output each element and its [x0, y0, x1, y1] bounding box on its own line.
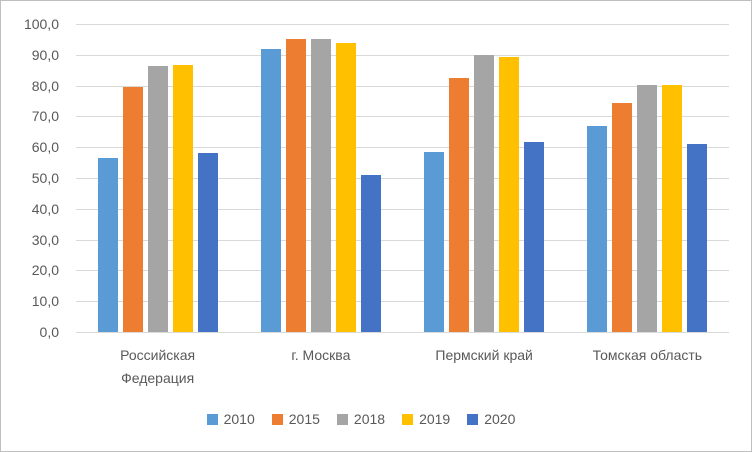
bar-2020-category-3 — [524, 141, 545, 332]
y-tick-label: 0,0 — [39, 324, 59, 340]
gridline — [76, 208, 729, 210]
gridline — [76, 239, 729, 241]
y-tick-label: 40,0 — [31, 200, 59, 217]
y-tick-label: 20,0 — [31, 262, 59, 279]
bar-2020-category-2 — [360, 174, 381, 332]
category-label: Пермский край — [435, 347, 533, 363]
legend-swatch-icon — [271, 413, 283, 425]
gridline — [76, 147, 729, 149]
bar-group-4 — [566, 24, 729, 332]
bar-2019-category-1 — [172, 64, 193, 332]
legend-item-2010: 2010 — [206, 411, 255, 427]
gridline — [76, 54, 729, 56]
gridline — [76, 85, 729, 87]
legend-label: 2020 — [484, 411, 516, 427]
legend-item-2018: 2018 — [336, 411, 386, 427]
gridline — [76, 116, 729, 118]
y-tick-label: 50,0 — [31, 170, 59, 186]
plot-area — [76, 24, 729, 333]
y-tick-label: 70,0 — [31, 108, 59, 125]
bar-2015-category-2 — [285, 39, 306, 332]
category-cell: г. Москва — [239, 344, 402, 390]
bar-2019-category-4 — [662, 84, 683, 332]
bar-2020-category-4 — [687, 144, 708, 332]
gridline — [76, 24, 729, 25]
legend: 2010 2015 2018 2019 2020 — [1, 412, 721, 426]
bar-2018-category-1 — [147, 65, 168, 332]
y-tick-label: 100,0 — [23, 16, 59, 32]
legend-swatch-icon — [336, 413, 348, 425]
category-cell: Томская область — [566, 344, 729, 390]
category-cell: Российская Федерация — [76, 344, 239, 390]
bar-2019-category-2 — [335, 43, 356, 332]
legend-swatch-icon — [402, 413, 414, 425]
y-tick-label: 30,0 — [31, 231, 59, 248]
gridline — [76, 270, 729, 272]
legend-label: 2019 — [419, 411, 451, 427]
legend-swatch-icon — [467, 413, 479, 425]
bar-2010-category-2 — [260, 49, 281, 332]
bar-2015-category-1 — [122, 86, 143, 332]
y-tick-label: 90,0 — [31, 46, 59, 63]
y-tick-label: 80,0 — [31, 77, 59, 94]
bar-groups — [76, 24, 729, 332]
legend-item-2015: 2015 — [271, 411, 320, 427]
legend-item-2020: 2020 — [467, 412, 515, 426]
bar-group-2 — [239, 24, 402, 332]
x-axis: Российская Федерация г. Москва Пермский кр… — [76, 344, 729, 390]
legend-label: 2010 — [223, 411, 255, 427]
gridline — [76, 332, 729, 333]
bar-group-3 — [403, 24, 566, 332]
bar-2018-category-2 — [310, 39, 331, 332]
category-label: г. Москва — [291, 347, 351, 363]
bar-2015-category-3 — [449, 78, 470, 332]
bar-2020-category-1 — [197, 153, 218, 332]
bar-2010-category-1 — [97, 157, 118, 332]
bar-2010-category-4 — [587, 126, 608, 332]
bar-2015-category-4 — [612, 103, 633, 332]
legend-swatch-icon — [206, 413, 218, 425]
legend-label: 2015 — [288, 411, 320, 427]
gridline — [76, 178, 729, 179]
bar-2010-category-3 — [424, 151, 445, 332]
bar-2018-category-3 — [474, 54, 495, 332]
y-tick-label: 10,0 — [31, 293, 59, 310]
category-label: Томская область — [592, 347, 703, 363]
y-tick-label: 60,0 — [31, 139, 59, 156]
legend-label: 2018 — [353, 411, 386, 427]
bar-2019-category-3 — [499, 56, 520, 332]
legend-item-2019: 2019 — [402, 412, 450, 426]
gridline — [76, 301, 729, 303]
bar-2018-category-4 — [637, 84, 658, 332]
y-axis: 0,0 10,0 20,0 30,0 40,0 50,0 60,0 70,0 80,0 90,0 1… — [1, 16, 59, 340]
category-cell: Пермский край — [403, 344, 566, 390]
category-label: Российская Федерация — [120, 347, 196, 386]
bar-group-1 — [76, 24, 239, 332]
